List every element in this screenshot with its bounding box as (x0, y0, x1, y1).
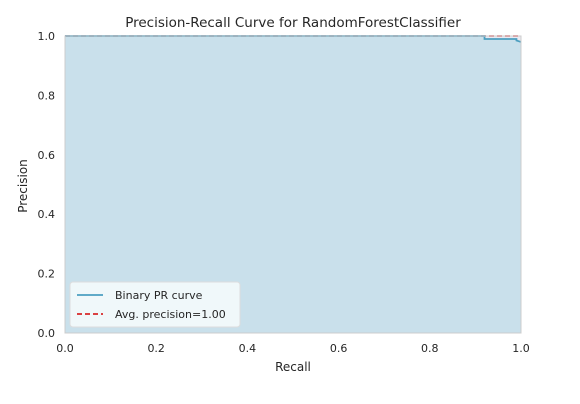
x-axis-label: Recall (275, 360, 311, 374)
legend-box (69, 281, 241, 328)
x-tick-label: 0.4 (239, 342, 257, 355)
legend-entry: Avg. precision=1.00 (115, 308, 226, 321)
chart-title: Precision-Recall Curve for RandomForestC… (125, 15, 461, 31)
x-tick-label: 0.8 (421, 342, 439, 355)
x-tick-label: 0.0 (56, 342, 74, 355)
y-tick-label: 0.4 (38, 208, 56, 221)
y-tick-label: 1.0 (38, 30, 56, 43)
x-axis: 0.0 0.2 0.4 0.6 0.8 1.0 (56, 342, 530, 355)
pr-curve-fill (65, 36, 521, 333)
legend: Binary PR curve Avg. precision=1.00 (69, 281, 241, 328)
y-tick-label: 0.0 (38, 327, 56, 340)
x-tick-label: 0.6 (330, 342, 348, 355)
y-axis-label: Precision (16, 159, 30, 213)
y-tick-label: 0.8 (38, 89, 56, 102)
plot-border (64, 35, 522, 334)
x-tick-label: 0.2 (147, 342, 165, 355)
y-tick-label: 0.6 (38, 149, 56, 162)
y-axis: 0.0 0.2 0.4 0.6 0.8 1.0 (38, 30, 56, 340)
x-tick-label: 1.0 (512, 342, 530, 355)
legend-entry: Binary PR curve (115, 289, 203, 302)
y-tick-label: 0.2 (38, 268, 56, 281)
